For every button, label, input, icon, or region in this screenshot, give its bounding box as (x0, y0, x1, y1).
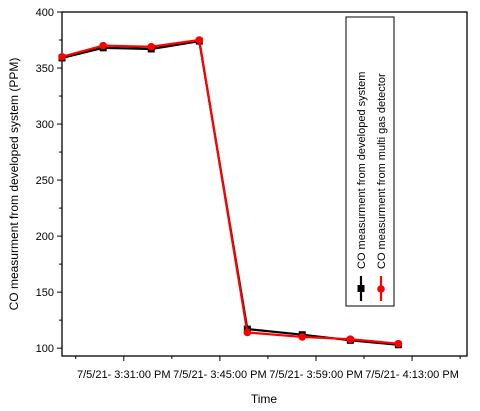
plot-area (61, 11, 468, 357)
data-point (195, 36, 204, 44)
x-tick-label: 7/5/21- 3:59:00 PM (269, 369, 363, 381)
legend-label: CO measurment from multi gas detector (376, 73, 388, 269)
data-point (394, 339, 403, 348)
y-tick-label: 100 (36, 343, 54, 355)
y-tick-label: 350 (36, 63, 54, 75)
legend-swatch-marker (377, 285, 385, 293)
data-point (147, 42, 156, 51)
data-point (298, 333, 307, 341)
data-point (99, 41, 107, 50)
x-tick-label: 7/5/21- 4:13:00 PM (365, 369, 459, 381)
y-axis-title: CO measurment from developed system (PPM… (7, 58, 21, 311)
legend: CO measurment from developed system CO me… (345, 16, 395, 307)
y-tick-label: 400 (36, 7, 54, 19)
y-axis: 100 150 200 250 300 350 400 (36, 7, 62, 355)
plot-frame (61, 11, 468, 357)
legend-label: CO measurment from developed system (356, 72, 368, 269)
data-point (58, 53, 66, 61)
x-axis-title: Time (251, 392, 278, 406)
x-tick-label: 7/5/21- 3:45:00 PM (173, 369, 267, 381)
series-multi-gas-detector (58, 36, 403, 348)
series-group (58, 36, 403, 349)
legend-swatch-marker (357, 285, 365, 292)
y-tick-label: 200 (36, 231, 54, 243)
series-line (61, 38, 399, 345)
x-tick-label: 7/5/21- 3:31:00 PM (77, 369, 171, 381)
y-tick-label: 150 (36, 287, 54, 299)
y-tick-label: 300 (36, 119, 54, 131)
data-point (243, 328, 252, 337)
legend-box (345, 16, 395, 307)
y-tick-label: 250 (36, 175, 54, 187)
x-axis: 7/5/21- 3:31:00 PM 7/5/21- 3:45:00 PM 7/5/… (75, 356, 461, 381)
data-point (346, 335, 355, 343)
